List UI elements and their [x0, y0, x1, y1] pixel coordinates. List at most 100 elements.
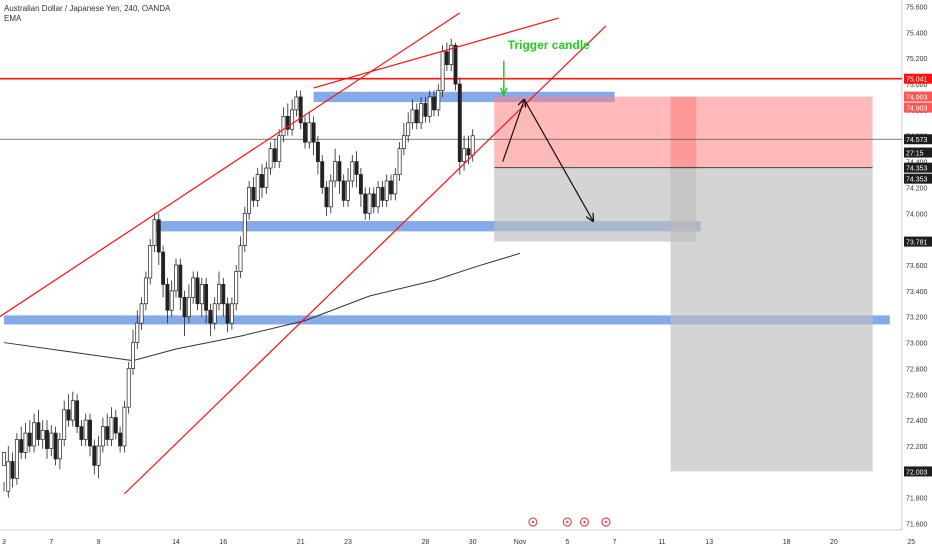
candle[interactable]: [285, 115, 290, 130]
candle[interactable]: [96, 445, 101, 466]
candle[interactable]: [126, 368, 131, 408]
candle[interactable]: [178, 264, 183, 298]
candle[interactable]: [432, 96, 436, 111]
candle[interactable]: [113, 417, 118, 434]
candle[interactable]: [440, 51, 445, 91]
candle[interactable]: [100, 426, 105, 447]
candle[interactable]: [10, 461, 15, 479]
candle[interactable]: [272, 148, 277, 162]
candle[interactable]: [70, 400, 75, 421]
candle[interactable]: [436, 90, 441, 111]
candle[interactable]: [303, 122, 307, 143]
candle[interactable]: [354, 161, 359, 175]
candle[interactable]: [268, 148, 273, 169]
candle[interactable]: [419, 103, 424, 124]
candle[interactable]: [105, 426, 110, 440]
candle[interactable]: [423, 103, 428, 117]
candle[interactable]: [49, 432, 54, 449]
candle[interactable]: [320, 161, 325, 188]
candle[interactable]: [75, 400, 80, 427]
candle[interactable]: [6, 461, 11, 492]
candle[interactable]: [242, 212, 247, 246]
candle[interactable]: [453, 44, 458, 85]
forecast-arrow[interactable]: [502, 100, 525, 162]
candle[interactable]: [36, 422, 41, 440]
candle[interactable]: [298, 96, 303, 124]
candle[interactable]: [444, 51, 449, 65]
candle[interactable]: [186, 296, 191, 318]
candle[interactable]: [148, 245, 153, 279]
candle[interactable]: [161, 251, 166, 285]
candle[interactable]: [225, 303, 230, 324]
candle[interactable]: [53, 432, 58, 460]
candle[interactable]: [204, 284, 209, 311]
candle[interactable]: [40, 430, 45, 440]
candle[interactable]: [290, 109, 295, 130]
short-position-2-target-zone[interactable]: [670, 167, 873, 472]
candle[interactable]: [311, 122, 316, 143]
candle[interactable]: [143, 277, 148, 305]
candle[interactable]: [401, 135, 406, 150]
candle[interactable]: [406, 122, 411, 137]
zone-lower[interactable]: [4, 315, 890, 325]
candle[interactable]: [371, 193, 376, 208]
candle[interactable]: [88, 419, 92, 447]
candle[interactable]: [45, 430, 49, 449]
candle[interactable]: [152, 219, 157, 246]
candle[interactable]: [221, 284, 226, 305]
candle[interactable]: [27, 432, 32, 447]
short-position-1-stop-zone[interactable]: [494, 96, 697, 168]
candle[interactable]: [199, 284, 204, 305]
candle[interactable]: [260, 174, 264, 188]
zone-middle[interactable]: [154, 221, 701, 232]
candle[interactable]: [427, 96, 432, 117]
candle[interactable]: [264, 167, 269, 188]
candle[interactable]: [337, 161, 342, 182]
candle[interactable]: [122, 406, 127, 447]
candle[interactable]: [384, 180, 389, 201]
candle[interactable]: [57, 439, 62, 460]
candle[interactable]: [32, 422, 37, 447]
candle[interactable]: [346, 180, 350, 201]
candle[interactable]: [19, 439, 24, 453]
candle[interactable]: [277, 135, 282, 162]
candle[interactable]: [350, 161, 355, 182]
candle[interactable]: [457, 83, 462, 162]
candle[interactable]: [182, 296, 187, 318]
candle[interactable]: [315, 141, 320, 162]
candle[interactable]: [92, 445, 97, 466]
candle[interactable]: [333, 161, 338, 182]
candle[interactable]: [135, 322, 140, 343]
candle[interactable]: [23, 432, 28, 453]
forecast-arrow[interactable]: [523, 99, 593, 222]
candle[interactable]: [79, 426, 84, 440]
candle[interactable]: [2, 452, 6, 466]
candle[interactable]: [341, 180, 346, 201]
candle[interactable]: [156, 219, 161, 253]
candle[interactable]: [251, 187, 256, 201]
trendline-wedge[interactable]: [313, 17, 559, 89]
candle[interactable]: [212, 303, 217, 324]
candle[interactable]: [307, 122, 312, 143]
candle[interactable]: [238, 245, 243, 272]
candle[interactable]: [470, 135, 475, 156]
candle[interactable]: [363, 193, 368, 214]
candle[interactable]: [410, 109, 415, 124]
candle[interactable]: [191, 277, 196, 298]
candle[interactable]: [281, 115, 286, 137]
candle[interactable]: [462, 148, 467, 162]
candle[interactable]: [169, 290, 174, 311]
short-position-2-stop-zone[interactable]: [670, 96, 873, 168]
candle[interactable]: [174, 264, 178, 292]
candle[interactable]: [229, 303, 234, 324]
candle[interactable]: [255, 174, 260, 201]
candle[interactable]: [328, 180, 333, 208]
trendline-upper[interactable]: [0, 12, 461, 318]
candle[interactable]: [208, 309, 213, 324]
candle[interactable]: [376, 187, 381, 208]
candle[interactable]: [165, 284, 170, 311]
candle[interactable]: [380, 187, 385, 201]
short-position-1-target-zone[interactable]: [494, 167, 697, 242]
candle[interactable]: [294, 96, 299, 111]
